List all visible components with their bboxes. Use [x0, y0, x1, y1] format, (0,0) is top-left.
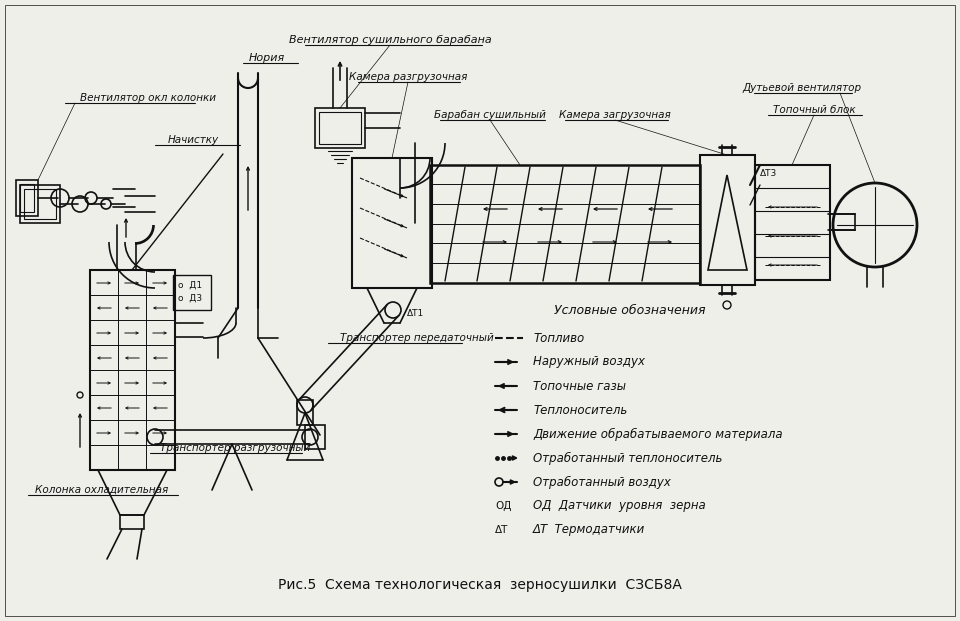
Bar [315, 108, 365, 148]
Text: ΔТ  Термодатчики: ΔТ Термодатчики [533, 524, 645, 537]
Text: ΔТ3: ΔТ3 [760, 168, 778, 178]
Text: Теплоноситель: Теплоноситель [533, 404, 627, 417]
Text: ОД  Датчики  уровня  зерна: ОД Датчики уровня зерна [533, 499, 706, 512]
Text: о  Д3: о Д3 [178, 294, 203, 302]
Text: Нaчистку: Нaчистку [168, 135, 219, 145]
Text: Колонка охладительная: Колонка охладительная [35, 485, 168, 495]
Text: Камера загрузочная: Камера загрузочная [559, 110, 671, 120]
Bar [352, 158, 432, 288]
Bar [755, 165, 830, 280]
Bar [120, 515, 144, 529]
Bar [700, 155, 755, 285]
Text: Барабан сушильный: Барабан сушильный [434, 110, 546, 120]
Text: Топливо: Топливо [533, 332, 585, 345]
Text: ΔТ1: ΔТ1 [407, 309, 424, 317]
Text: Вентилятор сушильного барабана: Вентилятор сушильного барабана [289, 35, 492, 45]
Bar [16, 180, 38, 216]
Bar [430, 165, 700, 283]
Text: ΔТ: ΔТ [495, 525, 509, 535]
Text: Отработанный теплоноситель: Отработанный теплоноситель [533, 451, 722, 465]
Text: Топочные газы: Топочные газы [533, 379, 626, 392]
Text: Движение обрабатываемого материала: Движение обрабатываемого материала [533, 427, 782, 440]
Bar [297, 400, 313, 425]
Text: Дутьевой вентилятор: Дутьевой вентилятор [742, 83, 861, 93]
Text: Топочный блок: Топочный блок [773, 105, 855, 115]
Bar [20, 184, 34, 212]
Text: Отработанный воздух: Отработанный воздух [533, 476, 671, 489]
Bar [305, 425, 325, 449]
Bar [20, 185, 60, 223]
Text: о  Д1: о Д1 [178, 281, 203, 289]
Text: Условные обозначения: Условные обозначения [554, 304, 706, 317]
Bar [90, 270, 175, 470]
Text: Транспортер передаточный: Транспортер передаточный [340, 333, 493, 343]
Bar [24, 189, 56, 219]
Text: ОД: ОД [495, 501, 512, 511]
Text: Рис.5  Схема технологическая  зерносушилки  СЗСБ8А: Рис.5 Схема технологическая зерносушилки… [278, 578, 682, 592]
Text: Транспортер разгрузочный: Транспортер разгрузочный [160, 443, 310, 453]
Text: Нория: Нория [249, 53, 285, 63]
Bar [319, 112, 361, 144]
Bar [173, 275, 211, 310]
Text: Наружный воздух: Наружный воздух [533, 355, 645, 368]
Text: Вентилятор окл колонки: Вентилятор окл колонки [80, 93, 216, 103]
Text: Камера разгрузочная: Камера разгрузочная [348, 72, 468, 82]
